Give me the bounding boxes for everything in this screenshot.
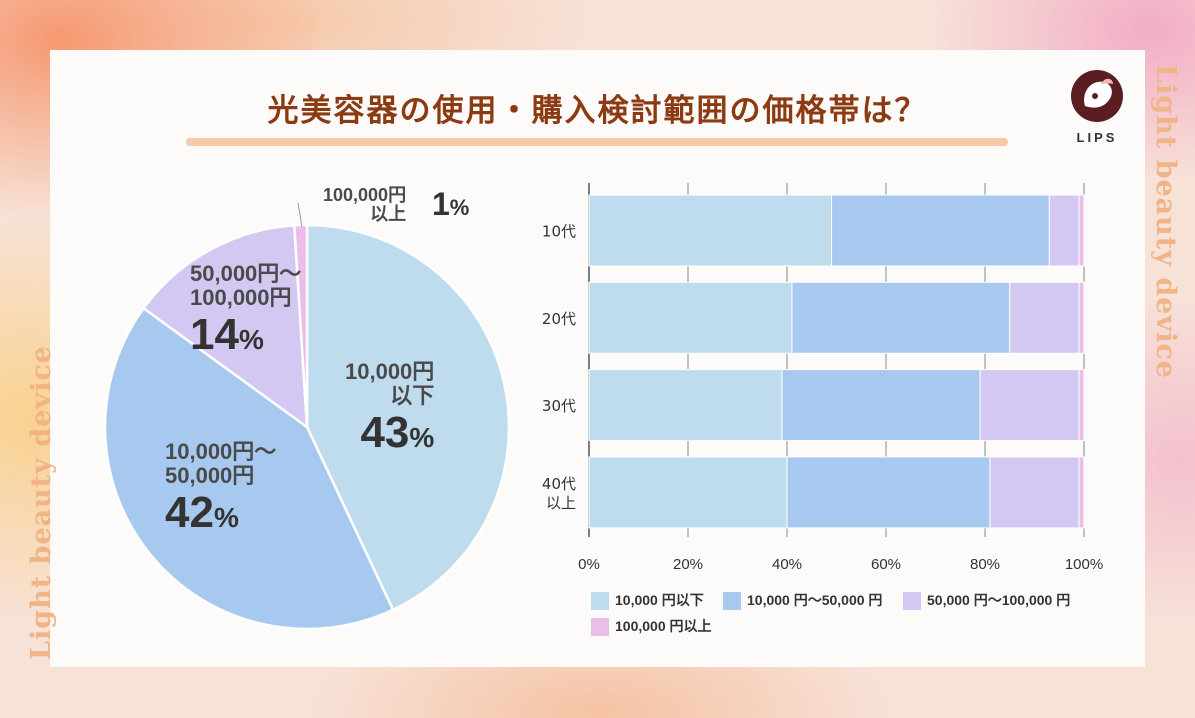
legend-swatch (903, 592, 921, 611)
y-category-label: 40代 (542, 475, 576, 493)
bar-segment (588, 281, 793, 354)
legend-item: 100,000 円以上 (591, 616, 712, 637)
legend-item: 10,000 円～50,000 円 (723, 590, 883, 611)
pie-label-percent: 43% (360, 408, 435, 457)
legend-swatch (591, 618, 609, 637)
legend-swatch (723, 592, 741, 611)
bar-segment (989, 456, 1080, 529)
y-category-label: 10代 (542, 223, 576, 241)
side-decoration-text-left: Light beauty device (26, 345, 57, 660)
bar-segment (1048, 194, 1080, 267)
pie-label-text: 50,000円 (165, 463, 255, 488)
pie-label-text: 以上 (370, 204, 407, 224)
y-category-label: 以上 (546, 494, 576, 512)
bar-segment (1078, 281, 1085, 354)
pie-slice (292, 223, 309, 428)
legend-swatch (591, 592, 609, 611)
y-category-label: 20代 (542, 310, 576, 328)
legend-label: 10,000 円～50,000 円 (747, 592, 883, 608)
bar-segment (1078, 194, 1085, 267)
x-tick-label: 40% (772, 556, 802, 573)
pie-label-text: 100,000円 (323, 185, 407, 205)
x-tick-label: 0% (578, 556, 600, 573)
pie-label-text: 10,000円 (345, 359, 435, 384)
pie-slice (305, 223, 511, 612)
pie-label-text: 50,000円～ (190, 261, 302, 286)
x-tick-label: 20% (673, 556, 703, 573)
pie-chart (103, 202, 511, 631)
x-tick-label: 100% (1065, 556, 1103, 573)
bar-segment (1009, 281, 1080, 354)
legend-label: 10,000 円以下 (615, 592, 704, 608)
bar-segment (781, 369, 981, 442)
bar-segment (831, 194, 1050, 267)
pie-label-text: 以下 (390, 383, 435, 408)
y-category-label: 30代 (542, 397, 576, 415)
lips-logo-icon (1071, 70, 1123, 122)
pie-slice (103, 306, 395, 631)
pie-leader-line (297, 202, 303, 228)
pie-label-percent: 1% (432, 186, 470, 222)
bar-segment (786, 456, 991, 529)
x-tick-label: 60% (871, 556, 901, 573)
bar-segment (588, 456, 788, 529)
pie-label-10000-50000: 10,000円～ 50,000円 42% (165, 440, 276, 543)
legend-item: 10,000 円以下 (591, 590, 704, 611)
bar-segment (1078, 456, 1085, 529)
pie-label-50000-100000: 50,000円～ 100,000円 14% (190, 262, 301, 365)
x-tick-label: 80% (970, 556, 1000, 573)
pie-label-text: 100,000円 (190, 285, 292, 310)
chart-title: 光美容器の使用・購入検討範囲の価格帯は？ (267, 93, 928, 129)
legend-label: 100,000 円以上 (615, 618, 712, 634)
legend-item: 50,000 円～100,000 円 (903, 590, 1071, 611)
pie-label-percent: 14% (190, 310, 264, 359)
lips-logo: LIPS (1066, 70, 1126, 150)
pie-slice (141, 224, 309, 430)
title-underline (186, 138, 1008, 146)
pie-label-under-10000: 10,000円 以下 43% (345, 360, 434, 463)
pie-label-over-100000: 100,000円 以上 (323, 186, 406, 224)
pie-label-percent: 42% (165, 488, 239, 537)
legend-label: 50,000 円～100,000 円 (927, 592, 1071, 608)
side-decoration-text-right: Light beauty device (1150, 64, 1181, 379)
bar-segment (979, 369, 1080, 442)
pie-label-text: 10,000円～ (165, 439, 277, 464)
bar-segment (588, 194, 833, 267)
bar-segment (1078, 369, 1085, 442)
lips-logo-text: LIPS (1076, 130, 1118, 145)
bar-segment (588, 369, 783, 442)
bar-segment (791, 281, 1011, 354)
